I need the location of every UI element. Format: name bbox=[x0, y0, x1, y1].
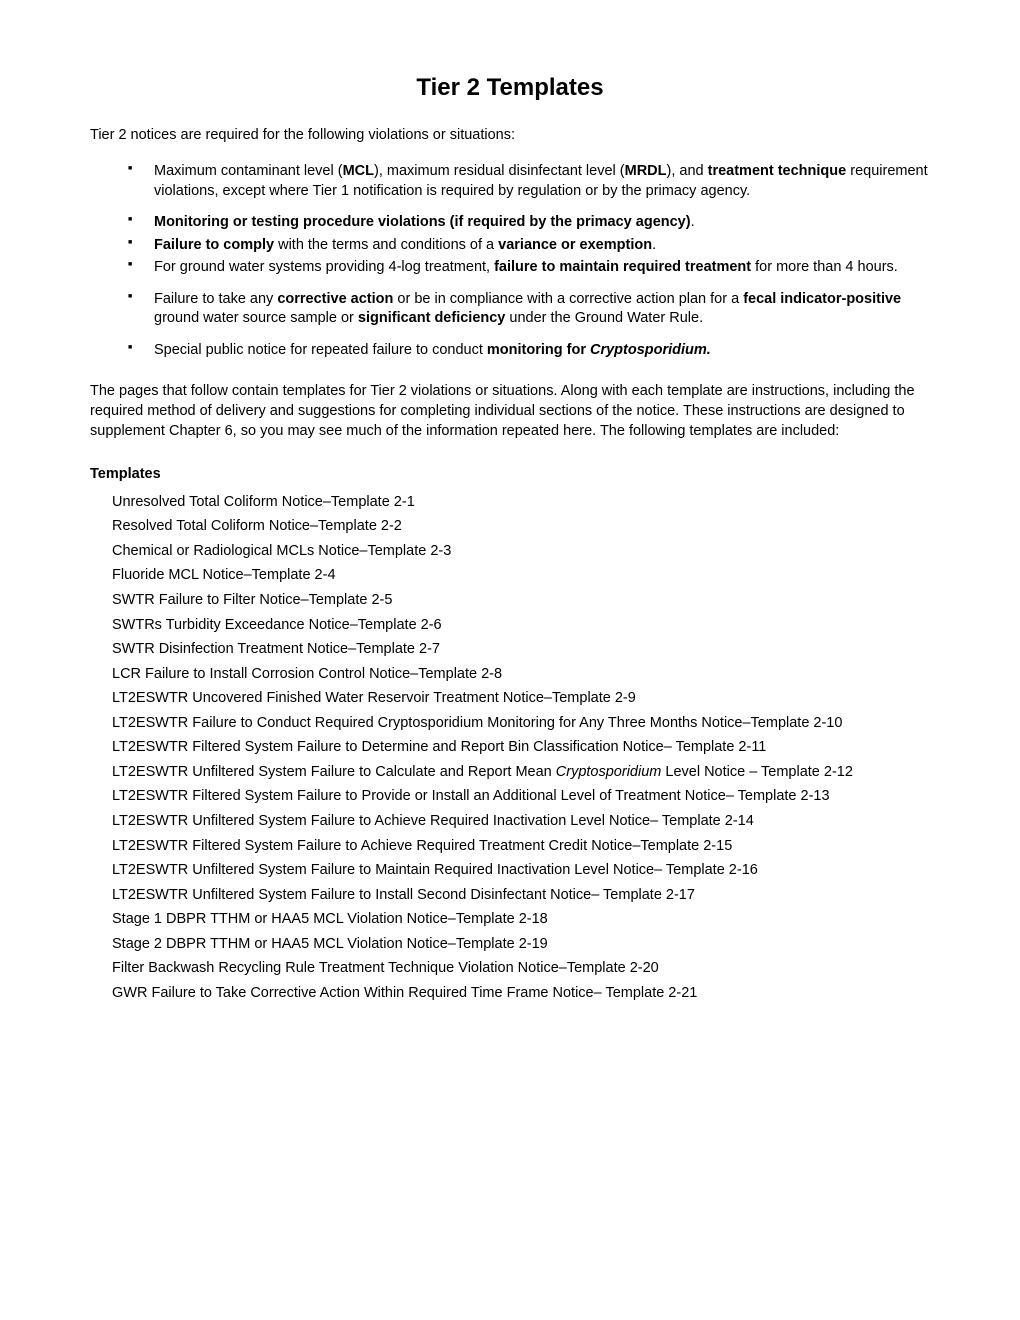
template-item: Stage 2 DBPR TTHM or HAA5 MCL Violation … bbox=[112, 935, 930, 955]
templates-list: Unresolved Total Coliform Notice–Templat… bbox=[112, 493, 930, 1004]
template-item: Chemical or Radiological MCLs Notice–Tem… bbox=[112, 542, 930, 562]
after-bullets-paragraph: The pages that follow contain templates … bbox=[90, 382, 930, 441]
list-item: Failure to take any corrective action or… bbox=[128, 290, 930, 329]
template-item: GWR Failure to Take Corrective Action Wi… bbox=[112, 984, 930, 1004]
page-title: Tier 2 Templates bbox=[90, 72, 930, 104]
list-item: Maximum contaminant level (MCL), maximum… bbox=[128, 162, 930, 201]
violations-list: Maximum contaminant level (MCL), maximum… bbox=[128, 162, 930, 361]
template-item: LT2ESWTR Unfiltered System Failure to In… bbox=[112, 886, 930, 906]
list-item: For ground water systems providing 4-log… bbox=[128, 258, 930, 278]
template-item: Stage 1 DBPR TTHM or HAA5 MCL Violation … bbox=[112, 910, 930, 930]
template-item: LT2ESWTR Unfiltered System Failure to Ac… bbox=[112, 812, 930, 832]
templates-heading: Templates bbox=[90, 465, 930, 485]
template-item: Filter Backwash Recycling Rule Treatment… bbox=[112, 959, 930, 979]
template-item: LT2ESWTR Filtered System Failure to Dete… bbox=[112, 738, 930, 758]
template-item: LT2ESWTR Failure to Conduct Required Cry… bbox=[112, 714, 930, 734]
template-item: Unresolved Total Coliform Notice–Templat… bbox=[112, 493, 930, 513]
template-item: Fluoride MCL Notice–Template 2-4 bbox=[112, 566, 930, 586]
template-item: Resolved Total Coliform Notice–Template … bbox=[112, 517, 930, 537]
list-item: Monitoring or testing procedure violatio… bbox=[128, 213, 930, 233]
template-item: SWTR Failure to Filter Notice–Template 2… bbox=[112, 591, 930, 611]
intro-paragraph: Tier 2 notices are required for the foll… bbox=[90, 126, 930, 146]
template-item: LT2ESWTR Unfiltered System Failure to Ma… bbox=[112, 861, 930, 881]
template-item: LT2ESWTR Uncovered Finished Water Reserv… bbox=[112, 689, 930, 709]
template-item: LT2ESWTR Filtered System Failure to Prov… bbox=[112, 787, 930, 807]
template-item: SWTR Disinfection Treatment Notice–Templ… bbox=[112, 640, 930, 660]
template-item: SWTRs Turbidity Exceedance Notice–Templa… bbox=[112, 616, 930, 636]
template-item: LT2ESWTR Filtered System Failure to Achi… bbox=[112, 837, 930, 857]
list-item: Failure to comply with the terms and con… bbox=[128, 236, 930, 256]
list-item: Special public notice for repeated failu… bbox=[128, 341, 930, 361]
template-item: LCR Failure to Install Corrosion Control… bbox=[112, 665, 930, 685]
template-item: LT2ESWTR Unfiltered System Failure to Ca… bbox=[112, 763, 930, 783]
